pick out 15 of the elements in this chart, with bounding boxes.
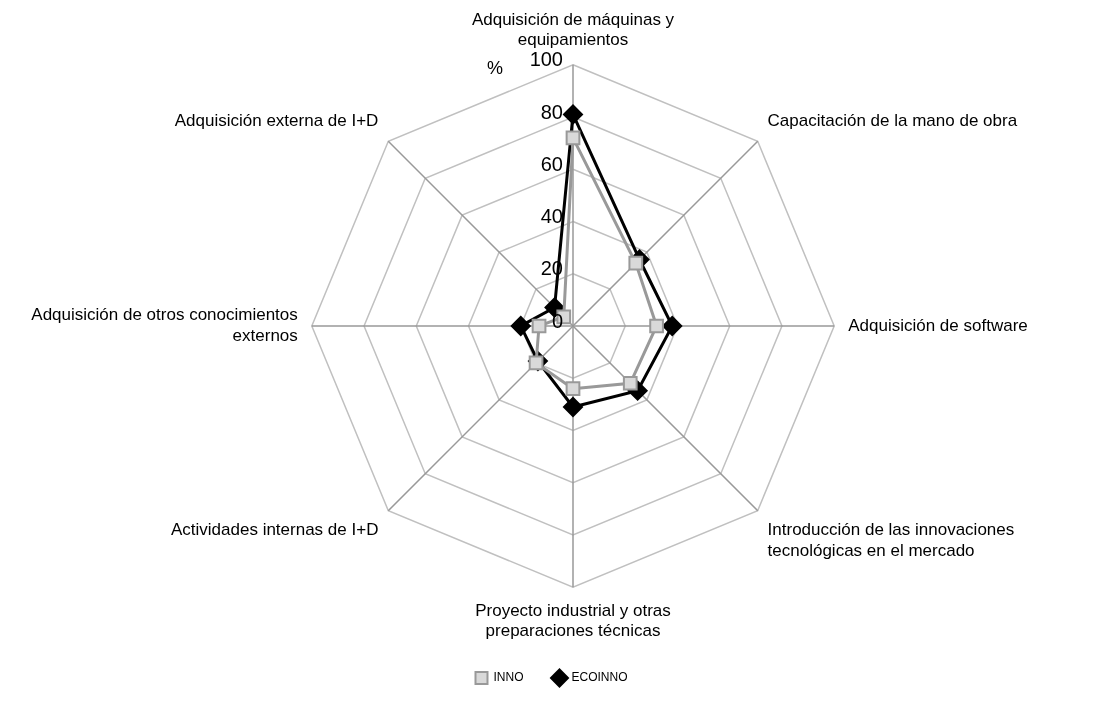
spoke-label: Adquisición de máquinas y equipamientos xyxy=(471,9,675,50)
spoke-label: Actividades internas de I+D xyxy=(170,520,379,540)
spoke-label: Adquisición de software xyxy=(848,315,1028,335)
spoke-label: Proyecto industrial y otras preparaciones técnicas xyxy=(475,601,671,641)
spoke-label: Adquisición de otros conocimientos externos xyxy=(31,305,298,345)
legend-label: INNO xyxy=(493,670,524,685)
y-tick-label: 40 xyxy=(540,205,563,228)
y-tick-label: 100 xyxy=(529,48,563,71)
spoke-label: Capacitación de la mano de obra xyxy=(767,110,1018,130)
text: % xyxy=(486,57,503,78)
spoke-label: Introducción de las innovaciones tecnológicas en el mercado xyxy=(767,520,1015,560)
spoke-label: Adquisición externa de I+D xyxy=(174,110,379,130)
y-tick-label: 60 xyxy=(540,152,563,175)
y-tick-label: 80 xyxy=(540,100,563,123)
legend-label: ECOINNO xyxy=(571,670,628,685)
